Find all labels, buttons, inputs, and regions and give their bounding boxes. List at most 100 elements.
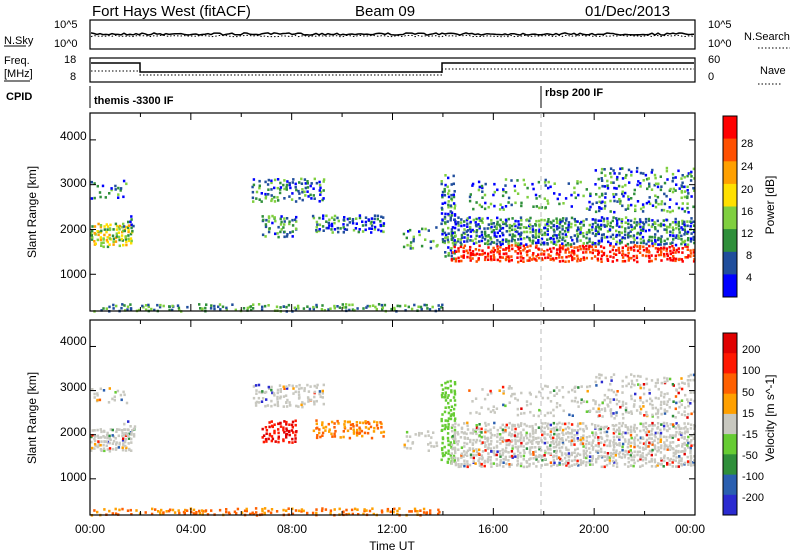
echo-cell — [124, 434, 128, 437]
echo-cell — [484, 449, 487, 452]
echo-cell — [616, 200, 619, 203]
echo-cell — [654, 396, 657, 400]
echo-cell — [581, 442, 585, 445]
echo-cell — [641, 458, 645, 462]
echo-cell — [559, 426, 562, 429]
echo-cell — [429, 441, 432, 445]
echo-cell — [535, 465, 538, 468]
echo-cell — [625, 375, 628, 379]
echo-cell — [686, 224, 689, 228]
echo-cell — [659, 403, 663, 407]
echo-cell — [290, 429, 294, 432]
echo-cell — [123, 440, 127, 444]
echo-cell — [611, 459, 615, 463]
echo-cell — [692, 260, 696, 263]
echo-cell — [412, 239, 415, 243]
echo-cell — [585, 442, 588, 446]
echo-cell — [526, 218, 529, 221]
echo-cell — [477, 459, 480, 462]
echo-cell — [496, 231, 499, 235]
echo-cell — [98, 398, 102, 402]
echo-cell — [561, 431, 564, 435]
echo-cell — [565, 432, 568, 435]
echo-cell — [510, 463, 513, 466]
echo-cell — [499, 450, 502, 453]
echo-cell — [537, 455, 540, 458]
echo-cell — [322, 178, 326, 181]
echo-cell — [504, 425, 507, 429]
echo-cell — [112, 240, 115, 243]
echo-cell — [690, 195, 693, 198]
echo-cell — [511, 428, 514, 431]
echo-cell — [594, 218, 597, 222]
echo-cell — [517, 260, 520, 264]
echo-cell — [546, 220, 549, 224]
echo-cell — [594, 229, 598, 232]
echo-cell — [687, 463, 690, 466]
echo-cell — [345, 508, 348, 512]
echo-cell — [475, 252, 479, 256]
echo-cell — [565, 460, 568, 463]
echo-cell — [666, 254, 669, 258]
nsearch-label: N.Search — [744, 31, 790, 43]
echo-cell — [576, 220, 579, 223]
echo-cell — [321, 507, 324, 510]
echo-cell — [483, 461, 486, 464]
echo-cell — [592, 439, 595, 442]
echo-cell — [252, 303, 255, 306]
echo-cell — [472, 453, 475, 457]
echo-cell — [653, 460, 657, 464]
echo-cell — [615, 428, 619, 432]
echo-cell — [263, 511, 266, 515]
echo-cell — [279, 217, 282, 221]
echo-cell — [552, 454, 555, 458]
echo-cell — [683, 233, 686, 236]
echo-cell — [639, 241, 643, 245]
echo-cell — [632, 428, 635, 432]
echo-cell — [689, 446, 692, 450]
echo-cell — [505, 224, 508, 228]
echo-cell — [585, 256, 588, 260]
echo-cell — [582, 223, 585, 227]
echo-cell — [447, 195, 451, 199]
echo-cell — [668, 427, 671, 430]
echo-cell — [657, 397, 660, 400]
echo-cell — [607, 427, 610, 430]
echo-cell — [589, 194, 592, 198]
echo-cell — [227, 511, 231, 514]
echo-cell — [408, 435, 412, 438]
echo-cell — [609, 242, 612, 245]
echo-cell — [169, 508, 172, 512]
echo-cell — [493, 421, 496, 425]
echo-cell — [441, 428, 444, 432]
echo-cell — [453, 393, 457, 396]
echo-cell — [534, 454, 537, 458]
echo-cell — [444, 425, 447, 429]
echo-cell — [456, 443, 459, 446]
echo-cell — [273, 186, 276, 190]
echo-cell — [507, 443, 511, 447]
echo-cell — [657, 238, 660, 242]
echo-cell — [493, 231, 496, 234]
echo-cell — [444, 381, 447, 385]
echo-cell — [261, 507, 264, 511]
echo-cell — [481, 441, 484, 444]
echo-cell — [342, 435, 345, 439]
echo-cell — [318, 431, 321, 435]
echo-cell — [572, 251, 576, 254]
echo-cell — [641, 210, 645, 213]
echo-cell — [596, 257, 599, 261]
echo-cell — [129, 508, 132, 512]
echo-cell — [460, 218, 463, 221]
echo-cell — [634, 208, 637, 211]
echo-cell — [346, 223, 349, 227]
echo-cell — [680, 234, 683, 238]
echo-cell — [557, 433, 561, 436]
echo-cell — [507, 459, 510, 462]
echo-cell — [582, 251, 585, 254]
echo-cell — [334, 429, 337, 433]
echo-cell — [606, 230, 610, 233]
echo-cell — [297, 390, 300, 394]
echo-cell — [185, 509, 189, 512]
echo-cell — [277, 437, 280, 440]
